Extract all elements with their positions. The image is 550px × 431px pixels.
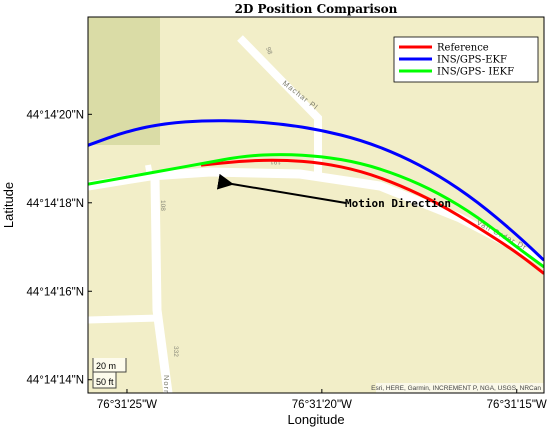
series-line-ins-gps-iekf bbox=[88, 153, 544, 269]
y-tick-label: 44°14'14"N bbox=[26, 375, 84, 387]
x-tick-label: 76°31'25"W bbox=[97, 399, 157, 411]
road-norr bbox=[150, 177, 173, 393]
park-area bbox=[88, 17, 160, 145]
y-axis-label: Latitude bbox=[1, 182, 16, 228]
y-axis: 44°14'20"N 44°14'18"N 44°14'16"N 44°14'14"N bbox=[26, 109, 92, 387]
house-number: 98 bbox=[264, 46, 273, 56]
series-line-reference bbox=[200, 158, 544, 275]
street-label-norr: Norr bbox=[162, 375, 171, 394]
motion-direction-label: Motion Direction bbox=[345, 197, 451, 210]
scale-bar-meters: 20 m bbox=[96, 361, 116, 371]
scale-bar: 20 m 50 ft bbox=[92, 358, 127, 389]
series-layer bbox=[88, 119, 544, 275]
x-tick-label: 76°31'20"W bbox=[292, 399, 352, 411]
chart-title: 2D Position Comparison bbox=[235, 2, 398, 16]
series-line-ins-gps-ekf bbox=[88, 119, 544, 262]
map-attribution: Esri, HERE, Garmin, INCREMENT P, NGA, US… bbox=[371, 385, 541, 392]
x-tick-label: 76°31'15"W bbox=[487, 399, 547, 411]
y-tick-label: 44°14'18"N bbox=[26, 198, 84, 210]
x-axis-label: Longitude bbox=[287, 412, 344, 427]
motion-direction-arrow bbox=[216, 173, 347, 204]
road-side bbox=[88, 314, 161, 324]
legend-label: INS/GPS-EKF bbox=[437, 55, 507, 66]
y-tick-label: 44°14'16"N bbox=[26, 286, 84, 298]
legend-label: INS/GPS- IEKF bbox=[437, 67, 514, 78]
legend-box bbox=[393, 36, 539, 83]
legend-label: Reference bbox=[437, 43, 489, 54]
house-number: 108 bbox=[159, 200, 166, 211]
y-tick-label: 44°14'20"N bbox=[26, 109, 84, 121]
plot-frame bbox=[87, 16, 545, 394]
motion-direction-annotation: Motion Direction bbox=[216, 173, 451, 210]
scale-bar-feet: 50 ft bbox=[96, 377, 114, 387]
x-axis: 76°31'25"W 76°31'20"W 76°31'15"W bbox=[97, 389, 547, 411]
house-number: 332 bbox=[172, 346, 179, 357]
